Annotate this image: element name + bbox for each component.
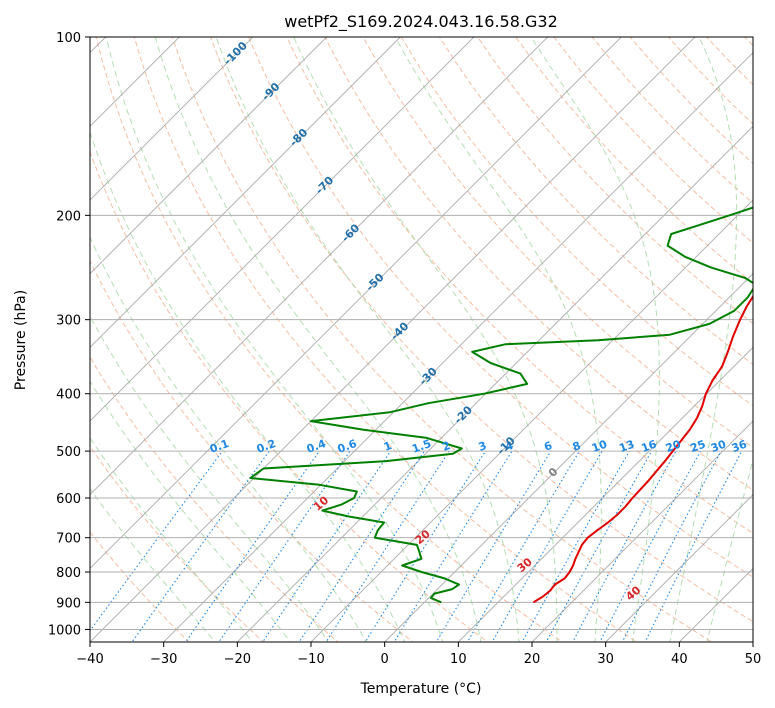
y-tick-label: 300 (56, 314, 81, 329)
chart-title: wetPf2_S169.2024.043.16.58.G32 (284, 12, 558, 32)
isotherm (90, 37, 696, 642)
moist-adiabat (669, 37, 738, 642)
mixing-ratio-label: 4 (503, 439, 515, 454)
isotherm (90, 37, 328, 275)
mixing-ratio-label: 3 (477, 439, 489, 454)
mixing-ratio-label: 30 (709, 438, 728, 456)
moist-adiabat (90, 314, 329, 642)
isotherm (90, 37, 622, 569)
isotherm (90, 37, 549, 496)
dry-adiabat (171, 37, 713, 642)
moist-adiabat (215, 37, 520, 642)
y-tick-label: 100 (56, 31, 81, 46)
dry-adiabat (324, 37, 753, 491)
isotherm (457, 346, 753, 642)
isotherm (90, 37, 401, 348)
x-tick-label: 50 (745, 652, 762, 667)
mixing-ratio-label: 36 (730, 438, 749, 456)
y-tick-label: 500 (56, 445, 81, 460)
mixing-ratio-label: 0.2 (255, 437, 278, 456)
dry-adiabat (438, 37, 753, 366)
profile-lines (249, 206, 753, 604)
mixing-ratio-label: 1.5 (410, 437, 433, 456)
isotherm (384, 273, 753, 642)
x-axis-label: Temperature (°C) (360, 681, 482, 697)
mixing-ratio-label: 25 (689, 438, 708, 455)
y-tick-label: 600 (56, 492, 81, 507)
mixing-ratio-label: 16 (640, 438, 659, 456)
mixing-ratio-label: 2 (441, 439, 453, 454)
x-axis: −40 −30 −20 −10 0 10 20 30 40 50 (76, 642, 761, 667)
moist-adiabat (530, 37, 660, 642)
y-tick-label: 1000 (48, 623, 81, 638)
mixing-ratio-label: 0.4 (305, 437, 328, 456)
temperature-profile (532, 294, 753, 604)
mixing-ratio-label: 1 (382, 439, 394, 454)
y-tick-label: 800 (56, 566, 81, 581)
x-tick-label: 10 (450, 652, 467, 667)
y-tick-label: 400 (56, 388, 81, 403)
x-tick-label: 40 (671, 652, 688, 667)
y-tick-label: 900 (56, 596, 81, 611)
moist-adiabat (293, 37, 558, 642)
mixing-ratio-label: 8 (571, 439, 583, 454)
isotherm (163, 52, 753, 642)
mixing-ratio-label: 6 (542, 439, 554, 454)
x-tick-label: 0 (381, 652, 389, 667)
y-axis-label: Pressure (hPa) (13, 290, 29, 390)
dewpoint-profile (249, 206, 753, 604)
mixing-ratio-label: 10 (590, 438, 609, 456)
isotherm (531, 420, 753, 642)
moist-adiabat (154, 37, 482, 642)
isotherm (310, 199, 753, 642)
plot-frame (89, 36, 754, 643)
mixing-ratio-label: 0.6 (336, 437, 359, 456)
x-tick-label: −20 (224, 652, 251, 667)
mixing-ratio-label: 20 (664, 438, 683, 456)
x-tick-label: −30 (150, 652, 177, 667)
x-tick-label: −10 (297, 652, 324, 667)
y-axis: 100 200 300 400 500 600 700 800 900 1000 (48, 31, 90, 638)
pressure-gridlines (90, 37, 753, 630)
isotherm (236, 125, 753, 642)
mixing-ratio-label: 13 (617, 438, 636, 455)
x-tick-label: −40 (76, 652, 103, 667)
moist-adiabat (394, 37, 602, 642)
x-tick-label: 20 (524, 652, 541, 667)
dry-adiabat (90, 531, 190, 642)
mixing-ratio-label: 0.1 (208, 437, 231, 456)
x-tick-label: 30 (597, 652, 614, 667)
isotherm (90, 37, 254, 201)
isotherm (605, 494, 753, 642)
y-tick-label: 700 (56, 532, 81, 547)
isotherm (90, 37, 180, 127)
isotherm (90, 37, 475, 422)
dry-adiabat (400, 37, 753, 407)
y-tick-label: 200 (56, 209, 81, 224)
